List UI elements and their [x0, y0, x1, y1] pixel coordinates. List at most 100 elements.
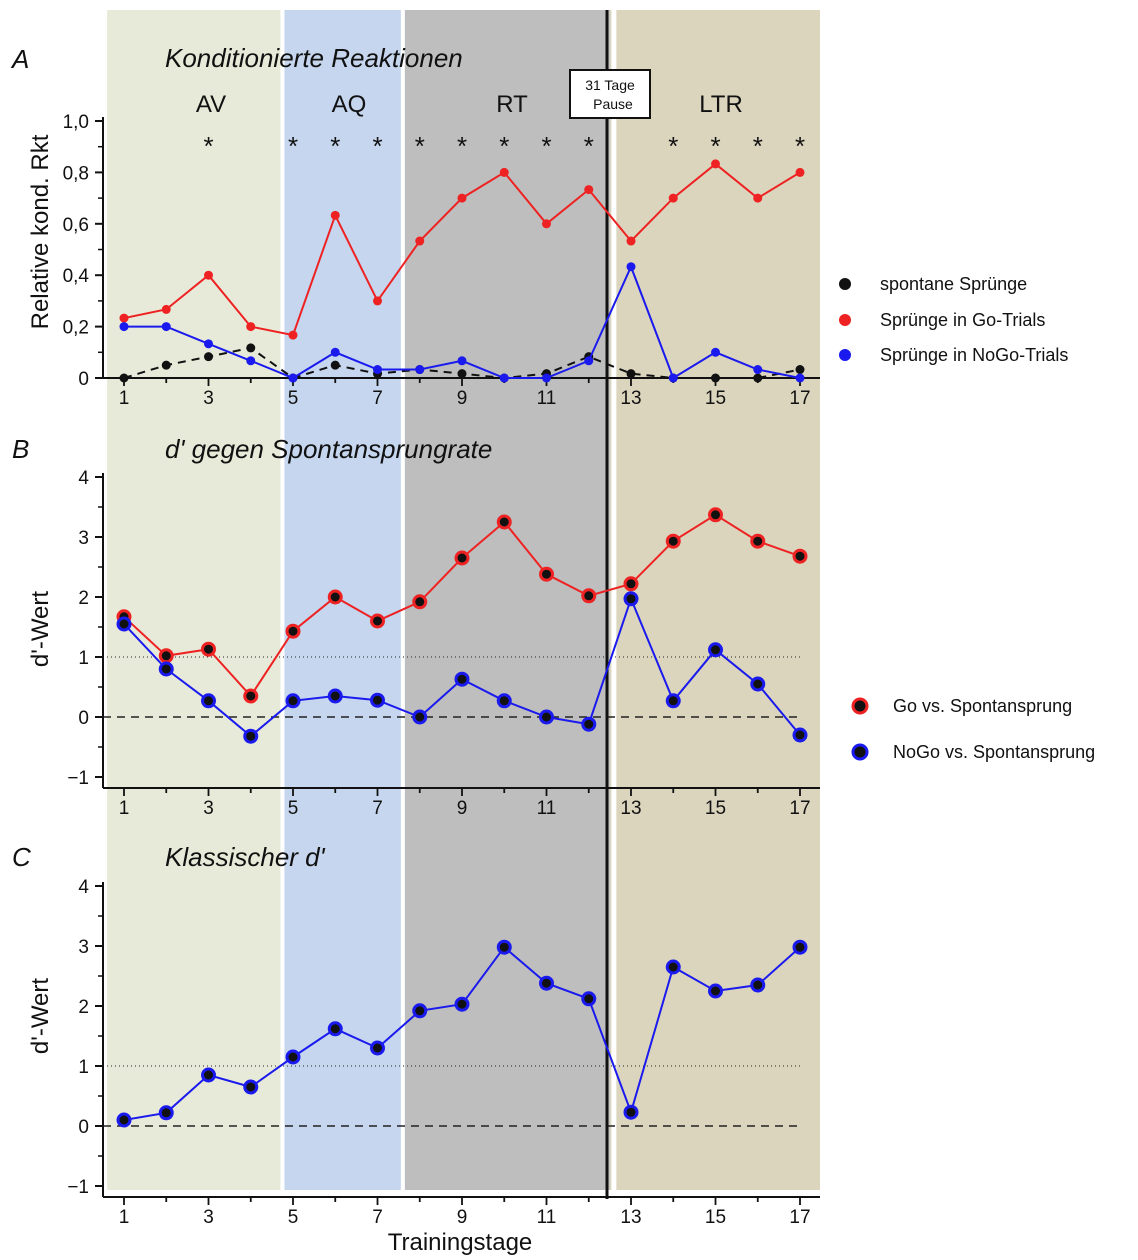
panel-b-x-tick-label: 9 — [457, 798, 468, 819]
pause-box: 31 Tage Pause — [569, 69, 651, 119]
panel-c-series-d-prime-point — [158, 1105, 174, 1121]
panel-a-series-spr-nge-in-nogo-trials-point — [626, 262, 636, 272]
panel-c-series-d-prime-point — [370, 1040, 385, 1056]
panel-c-series-d-prime-point — [623, 1104, 639, 1120]
panel-b-x-tick-label: 17 — [789, 798, 810, 819]
reference-lines — [103, 656, 802, 1127]
legend-label-spontan: spontane Sprünge — [880, 274, 1027, 294]
panel-a-series-spontane-spr-nge-point — [119, 373, 129, 383]
panel-b-y-tick-label: 2 — [78, 588, 89, 609]
panel-a-series-spr-nge-in-go-trials-point — [161, 304, 171, 314]
panel-a-series-spr-nge-in-nogo-trials-point — [584, 356, 594, 366]
panel-a-series-spr-nge-in-go-trials-point — [457, 193, 467, 203]
panel-b-x-tick-label: 5 — [288, 798, 299, 819]
phase-band-rt — [402, 10, 610, 1190]
legend-label-nogo-vs-spontan: NoGo vs. Spontansprung — [893, 742, 1095, 762]
panel-b-series-nogo-vs-spontansprung-point — [243, 728, 259, 744]
panel-b-series-go-vs-spontansprung-point — [285, 623, 301, 639]
panel-a-series-spr-nge-in-go-trials-point — [711, 159, 720, 169]
phase-band-av — [107, 10, 283, 1190]
legend-label-go: Sprünge in Go-Trials — [880, 310, 1045, 330]
legend-marker-nogo — [839, 349, 851, 361]
panel-a-series-spontane-spr-nge-point — [795, 365, 805, 375]
panel-a-series-spr-nge-in-nogo-trials-point — [415, 365, 425, 375]
panel-c-series-d-prime-point — [243, 1079, 259, 1095]
significance-star: * — [457, 131, 467, 161]
legend-marker-spontan — [839, 278, 851, 290]
panel-b-series-go-vs-spontansprung-point — [327, 589, 343, 605]
panel-a-y-tick-label: 0,2 — [63, 318, 89, 339]
panel-c-series-d-prime-point — [539, 975, 554, 991]
panel-b-series-go-vs-spontansprung-point — [581, 588, 597, 604]
legend-panel-a: spontane Sprünge Sprünge in Go-Trials Sp… — [839, 274, 1068, 365]
panel-letter-a: A — [10, 44, 29, 74]
panel-a-series-spontane-spr-nge-point — [161, 360, 171, 370]
panel-a-series-spr-nge-in-go-trials-point — [415, 236, 425, 246]
panel-c-x-tick-label: 11 — [537, 1207, 557, 1228]
panel-a-y-tick-label: 0,8 — [63, 163, 89, 184]
panel-c-y-tick-label: 1 — [78, 1057, 89, 1078]
panel-b-series-nogo-vs-spontansprung-point — [158, 661, 174, 677]
panel-a-series-spr-nge-in-nogo-trials-point — [204, 339, 213, 349]
significance-star: * — [288, 131, 298, 161]
panel-c-x-tick-label: 9 — [457, 1207, 468, 1228]
significance-star: * — [330, 131, 340, 161]
panel-a-x-tick-label: 17 — [789, 388, 810, 409]
panel-c-series-d-prime-point — [327, 1021, 343, 1037]
panel-a-series-spr-nge-in-nogo-trials-point — [288, 373, 298, 383]
panel-c-series-d-prime-point — [285, 1049, 301, 1065]
significance-star: * — [753, 131, 763, 161]
panel-b-series-nogo-vs-spontansprung-point — [496, 693, 512, 709]
panel-a-series-spr-nge-in-nogo-trials-point — [330, 347, 340, 357]
phase-band-ltr — [609, 10, 820, 1190]
panel-c-x-tick-label: 3 — [203, 1207, 214, 1228]
panel-b-series-go-vs-spontansprung-point — [665, 533, 681, 549]
panel-c-series-d-prime-point — [665, 959, 681, 975]
panel-b-x-tick-label: 3 — [203, 798, 214, 819]
panel-b-y-tick-label: 0 — [78, 708, 89, 729]
panel-a-series-spr-nge-in-nogo-trials-point — [795, 373, 805, 383]
panel-a-y-tick-label: 0,6 — [63, 215, 89, 236]
panel-a-title: Konditionierte Reaktionen — [165, 43, 463, 73]
panel-b-series-go-vs-spontansprung-point — [243, 688, 259, 704]
panel-a-x-tick-label: 15 — [705, 388, 726, 409]
panel-c-series-d-prime-point — [496, 939, 512, 955]
panel-c-y-tick-label: −1 — [67, 1177, 89, 1198]
panel-b-series-nogo-vs-spontansprung-point — [412, 709, 428, 725]
phase-label-rt: RT — [496, 91, 528, 118]
significance-star: * — [668, 131, 678, 161]
panel-c-y-tick-label: 4 — [78, 877, 89, 898]
panel-c-x-tick-label: 1 — [119, 1207, 130, 1228]
panel-c-y-tick-label: 2 — [78, 997, 89, 1018]
panel-b-y-tick-label: 1 — [78, 648, 89, 669]
panel-b-series-nogo-vs-spontansprung-point — [708, 642, 723, 658]
data-series — [116, 159, 808, 1128]
panel-b-x-tick-label: 13 — [620, 798, 641, 819]
panel-b-series-go-vs-spontansprung-point — [158, 648, 174, 664]
panel-b-series-go-vs-spontansprung-point — [539, 566, 554, 582]
panel-b-series-go-vs-spontansprung-point — [708, 507, 723, 523]
panel-b-series-nogo-vs-spontansprung-point — [581, 716, 597, 732]
panel-a-ylabel: Relative kond. Rkt — [27, 134, 54, 329]
panel-a-series-spr-nge-in-nogo-trials-point — [499, 373, 509, 383]
panel-a-series-spontane-spr-nge-point — [753, 373, 763, 383]
panel-b-series-nogo-vs-spontansprung-point — [454, 671, 470, 687]
panel-c-ylabel: d'-Wert — [27, 978, 54, 1054]
legend-marker-nogo-vs-spontan — [851, 743, 869, 761]
panel-a-x-tick-label: 3 — [203, 388, 214, 409]
significance-star: * — [372, 131, 382, 161]
panel-b-x-tick-label: 15 — [705, 798, 726, 819]
panel-b-series-nogo-vs-spontansprung-point — [539, 709, 554, 725]
phase-band-aq — [282, 10, 403, 1190]
panel-a-series-spr-nge-in-nogo-trials-point — [668, 373, 678, 383]
panel-a-x-tick-label: 13 — [620, 388, 641, 409]
panel-a-x-tick-label: 7 — [372, 388, 383, 409]
panel-c-x-tick-label: 13 — [620, 1207, 641, 1228]
panel-c-x-tick-label: 5 — [288, 1207, 299, 1228]
panel-a-series-spr-nge-in-go-trials-point — [753, 193, 763, 203]
panel-c-series-d-prime-point — [116, 1112, 132, 1128]
significance-star: * — [710, 131, 720, 161]
significance-star: * — [584, 131, 594, 161]
